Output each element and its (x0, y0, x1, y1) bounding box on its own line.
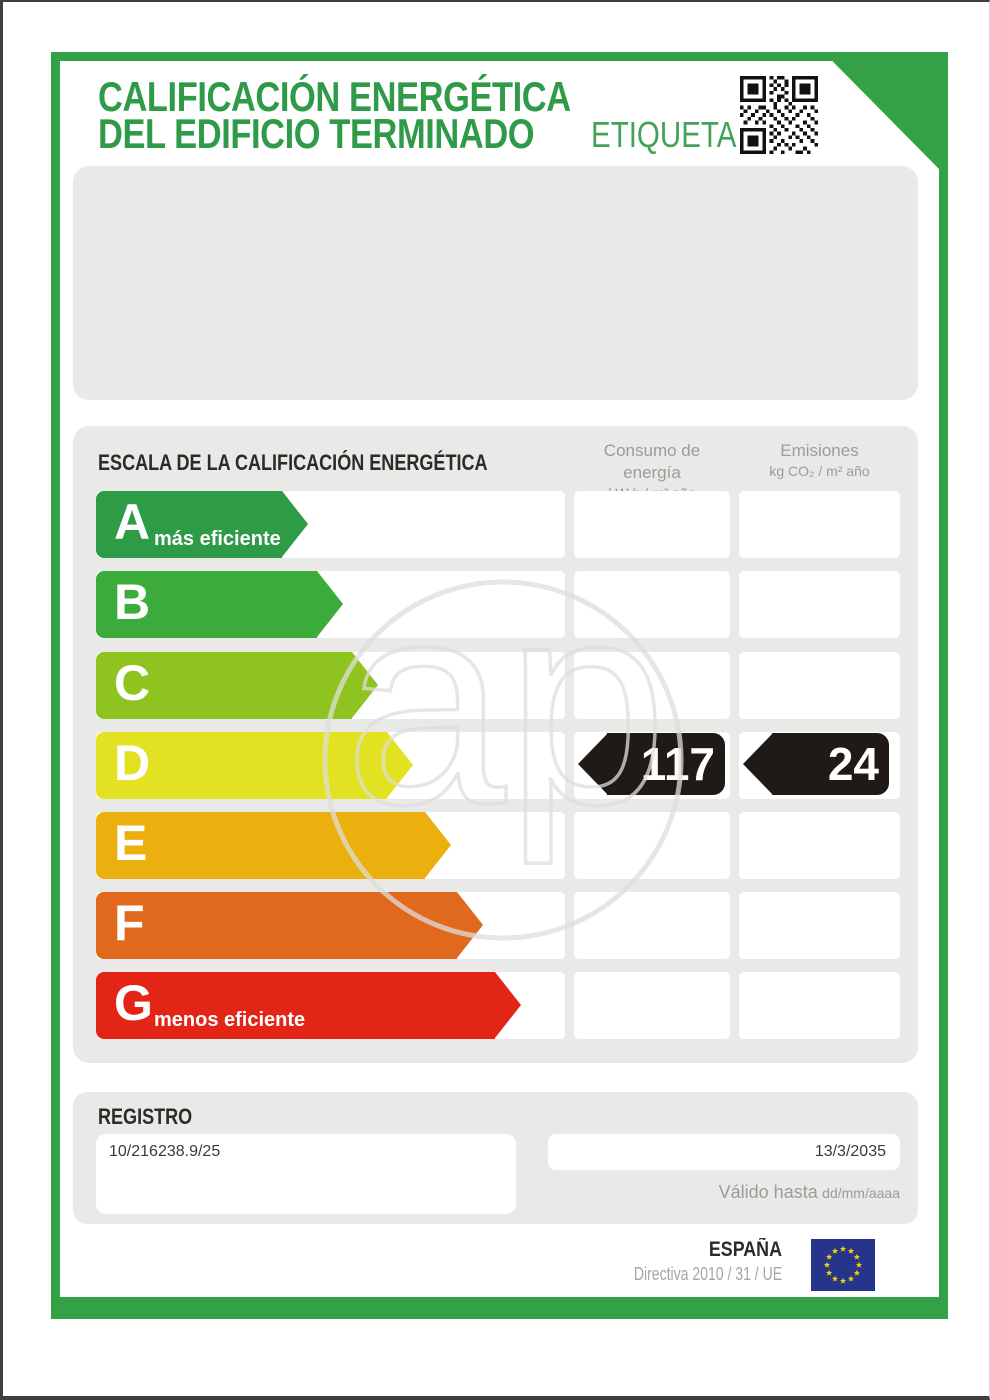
rating-arrow-g: G menos eficiente (96, 972, 521, 1039)
directive-label: Directiva 2010 / 31 / UE (633, 1264, 782, 1284)
rating-arrow-d: D (96, 732, 413, 799)
cell-consumo-g (574, 972, 730, 1039)
cell-consumo-e (574, 812, 730, 879)
emisiones-value: 24 (827, 738, 879, 790)
cell-consumo-c (574, 652, 730, 719)
rating-arrow-b-body (96, 571, 317, 638)
etiqueta-label: ETIQUETA (591, 114, 737, 155)
rating-arrow-g-tip (495, 972, 521, 1038)
valid-until-date: 13/3/2035 (814, 1143, 886, 1160)
scale-heading: ESCALA DE LA CALIFICACIÓN ENERGÉTICA (98, 450, 488, 475)
registro-number-box: 10/216238.9/25 (96, 1134, 516, 1214)
rating-letter-a: A (114, 494, 151, 550)
rating-letter-e: E (114, 815, 148, 871)
rating-letter-d: D (114, 735, 151, 791)
emisiones-value-arrow: 24 (743, 733, 889, 795)
cell-emisiones-a (739, 491, 900, 558)
emisiones-value-arrow-body: 24 (772, 733, 889, 795)
mas-eficiente-label: más eficiente (154, 528, 281, 550)
cell-consumo-b (574, 571, 730, 638)
rating-arrow-c: C (96, 652, 378, 719)
cell-emisiones-f (739, 892, 900, 959)
registro-number: 10/216238.9/25 (109, 1143, 221, 1160)
qr-code (740, 76, 818, 154)
emisiones-title: Emisiones (780, 441, 859, 460)
eu-flag (811, 1239, 875, 1291)
rating-arrow-b: B (96, 571, 343, 638)
menos-eficiente-label: menos eficiente (154, 1009, 306, 1031)
green-frame (51, 52, 948, 1319)
rating-row-g: G menos eficiente (73, 972, 918, 1039)
page-title: CALIFICACIÓN ENERGÉTICA DEL EDIFICIO TER… (98, 73, 571, 157)
emisiones-value-arrow-tip (743, 733, 773, 795)
valid-until-date-box: 13/3/2035 (548, 1134, 900, 1170)
rating-letter-f: F (114, 895, 145, 951)
rating-letter-c: C (114, 655, 151, 711)
rating-arrow-a: A más eficiente (96, 491, 308, 558)
rating-arrow-b-tip (317, 571, 343, 637)
consumo-title: Consumo de energía (603, 441, 701, 482)
consumo-value-arrow-body: 117 (607, 733, 725, 795)
rating-arrow-c-body (96, 652, 352, 719)
rating-letter-g: G (114, 975, 153, 1031)
registro-heading: REGISTRO (98, 1104, 193, 1129)
country-label: ESPAÑA (708, 1238, 782, 1261)
rating-arrow-f-tip (457, 892, 483, 958)
cell-emisiones-b (739, 571, 900, 638)
rating-arrow-g-body (96, 972, 495, 1039)
registro-panel: REGISTRO 10/216238.9/25 13/3/2035 Válido… (73, 1092, 918, 1224)
rating-arrow-f: F (96, 892, 483, 959)
building-info-panel (73, 166, 918, 400)
rating-row-a: A más eficiente (73, 491, 918, 558)
cell-emisiones-g (739, 972, 900, 1039)
consumo-value: 117 (640, 738, 715, 790)
rating-arrow-e: E (96, 812, 451, 879)
consumo-value-arrow: 117 (578, 733, 725, 795)
rating-arrow-a-body (96, 491, 282, 558)
cell-emisiones-e (739, 812, 900, 879)
rating-row-e: E (73, 812, 918, 879)
energy-scale-panel: ESCALA DE LA CALIFICACIÓN ENERGÉTICA Con… (73, 426, 918, 1063)
rating-letter-b: B (114, 574, 151, 630)
rating-arrow-a-tip (282, 491, 308, 557)
consumo-value-arrow-tip (578, 733, 608, 795)
cell-consumo-f (574, 892, 730, 959)
cell-emisiones-c (739, 652, 900, 719)
valido-hasta-format: dd/mm/aaaa (822, 1185, 900, 1201)
valido-hasta-label: Válido hasta (718, 1182, 818, 1202)
rating-row-f: F (73, 892, 918, 959)
rating-arrow-f-body (96, 892, 457, 959)
page-title-line2: DEL EDIFICIO TERMINADO (98, 110, 535, 157)
emisiones-unit: kg CO₂ / m² año (769, 463, 870, 479)
rating-arrow-e-tip (425, 812, 451, 878)
cell-consumo-a (574, 491, 730, 558)
column-header-emisiones: Emisiones kg CO₂ / m² año (739, 440, 900, 480)
valido-hasta-caption: Válido hasta dd/mm/aaaa (719, 1182, 900, 1203)
rating-row-b: B (73, 571, 918, 638)
page-title-line1: CALIFICACIÓN ENERGÉTICA (98, 73, 571, 120)
rating-arrow-c-tip (352, 652, 378, 718)
rating-arrow-d-tip (387, 732, 413, 798)
rating-row-c: C (73, 652, 918, 719)
